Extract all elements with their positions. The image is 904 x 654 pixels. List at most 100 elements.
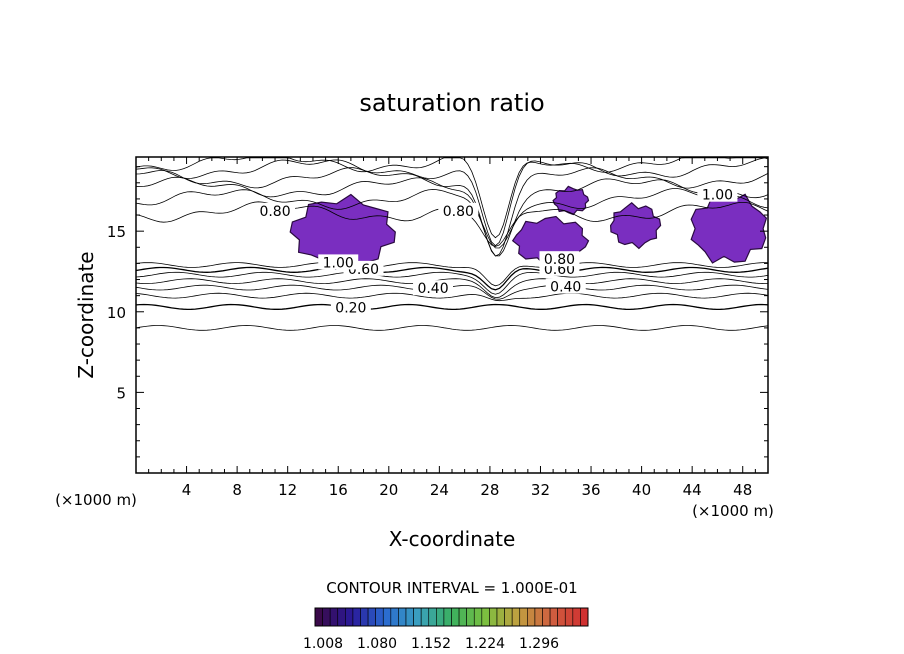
contour-label: 0.40 xyxy=(550,280,581,296)
x-tick-label: 20 xyxy=(379,481,398,499)
contour-label-bg xyxy=(318,254,359,270)
supersaturated-region xyxy=(609,202,662,250)
x-unit-label-left: (×1000 m) xyxy=(55,491,137,509)
y-tick-label: 15 xyxy=(107,223,126,241)
colorbar-segment xyxy=(428,607,437,627)
contour-line xyxy=(135,167,769,257)
colorbar-segment xyxy=(405,607,414,627)
contour-label: 0.20 xyxy=(335,301,366,317)
x-tick-label: 4 xyxy=(182,481,192,499)
contour-label: 0.80 xyxy=(259,204,290,220)
colorbar-segment xyxy=(352,607,361,627)
colorbar-segment xyxy=(390,607,399,627)
contour-line xyxy=(135,278,769,299)
colorbar-segment xyxy=(360,607,369,627)
contour-interval-label: CONTOUR INTERVAL = 1.000E-01 xyxy=(326,579,577,597)
colorbar-segment xyxy=(534,607,543,627)
contour-label-bg xyxy=(255,202,296,218)
colorbar-frame xyxy=(314,607,589,627)
colorbar-segment xyxy=(504,607,513,627)
colorbar-segment xyxy=(314,607,323,627)
colorbar-segment xyxy=(527,607,536,627)
colorbar-segment xyxy=(322,607,331,627)
colorbar-segment xyxy=(489,607,498,627)
contour-label: 0.40 xyxy=(417,281,448,297)
colorbar-segment xyxy=(436,607,445,627)
colorbar-segment xyxy=(375,607,384,627)
colorbar-segment xyxy=(337,607,346,627)
contour-labels: 0.200.40 0.400.60 0.600.800.800.801.001.00 xyxy=(255,186,738,317)
x-tick-label: 28 xyxy=(480,481,499,499)
contour-label-bg xyxy=(413,280,454,296)
x-ticks: 4 8 12 16 20 24 28 32 36 40 44 48 xyxy=(148,157,756,499)
y-tick-label: 10 xyxy=(107,304,126,322)
contour-line xyxy=(135,262,768,287)
colorbar-segment xyxy=(519,607,528,627)
colorbar-tick-label: 1.080 xyxy=(357,636,397,652)
x-tick-label: 36 xyxy=(581,481,600,499)
colorbar-segment xyxy=(382,607,392,627)
colorbar-tick-label: 1.296 xyxy=(519,636,559,652)
supersaturated-region xyxy=(690,193,768,264)
contour-line xyxy=(135,292,769,302)
contour-label-bg xyxy=(438,202,479,218)
colorbar-segment xyxy=(549,607,558,627)
colorbar-segment xyxy=(458,607,467,627)
x-tick-label: 32 xyxy=(531,481,550,499)
colorbar xyxy=(314,607,589,627)
contour-line xyxy=(135,303,769,311)
x-tick-label: 44 xyxy=(683,481,702,499)
colorbar-segment xyxy=(329,607,339,627)
supersaturated-region xyxy=(552,185,590,216)
x-tick-label: 8 xyxy=(232,481,242,499)
colorbar-segment xyxy=(511,607,521,627)
colorbar-segment xyxy=(572,607,581,627)
colorbar-segment xyxy=(466,607,475,627)
contour-label: 0.80 xyxy=(443,204,474,220)
x-tick-label: 24 xyxy=(430,481,449,499)
colorbar-segment xyxy=(481,607,490,627)
colorbar-segment xyxy=(580,607,589,627)
colorbar-segment xyxy=(443,607,452,627)
x-tick-label: 16 xyxy=(329,481,348,499)
contour-label: 1.00 xyxy=(702,188,733,204)
contour-line xyxy=(135,271,769,295)
colorbar-segment xyxy=(398,607,407,627)
colorbar-segment xyxy=(413,607,422,627)
colorbar-tick-label: 1.008 xyxy=(303,636,343,652)
colorbar-tick-label: 1.152 xyxy=(411,636,451,652)
contour-label-bg xyxy=(545,278,586,294)
colorbar-ticks: 1.008 1.080 1.152 1.224 1.296 xyxy=(303,636,559,652)
colorbar-segment xyxy=(564,607,574,627)
contour-label: 0.80 xyxy=(544,252,575,268)
colorbar-segment xyxy=(367,607,376,627)
colorbar-segment xyxy=(420,607,430,627)
contour-label: 1.00 xyxy=(323,255,354,271)
y-ticks: 5 10 15 xyxy=(107,166,768,458)
x-unit-label-right: (×1000 m) xyxy=(692,502,774,520)
colorbar-segment xyxy=(451,607,460,627)
contour-line xyxy=(135,188,769,249)
colorbar-tick-label: 1.224 xyxy=(465,636,505,652)
y-axis-label: Z-coordinate xyxy=(74,251,98,378)
chart-title: saturation ratio xyxy=(359,89,544,117)
colorbar-segment xyxy=(542,607,551,627)
contour-line xyxy=(135,325,769,331)
x-tick-label: 12 xyxy=(278,481,297,499)
supersaturation-fills xyxy=(289,185,768,270)
contour-line xyxy=(135,157,769,247)
x-tick-label: 40 xyxy=(632,481,651,499)
contour-lines xyxy=(135,157,769,331)
contour-line xyxy=(135,157,769,239)
colorbar-segment xyxy=(345,607,354,627)
contour-label-bg xyxy=(330,299,371,315)
contour-label-bg xyxy=(539,251,580,267)
x-axis-label: X-coordinate xyxy=(389,527,516,551)
plot-area: 0.200.40 0.400.60 0.600.800.800.801.001.00… xyxy=(107,156,769,499)
contour-line xyxy=(135,266,769,291)
colorbar-segment xyxy=(496,607,505,627)
x-tick-label: 48 xyxy=(733,481,752,499)
colorbar-segment xyxy=(473,607,483,627)
contour-label-bg xyxy=(697,186,738,202)
